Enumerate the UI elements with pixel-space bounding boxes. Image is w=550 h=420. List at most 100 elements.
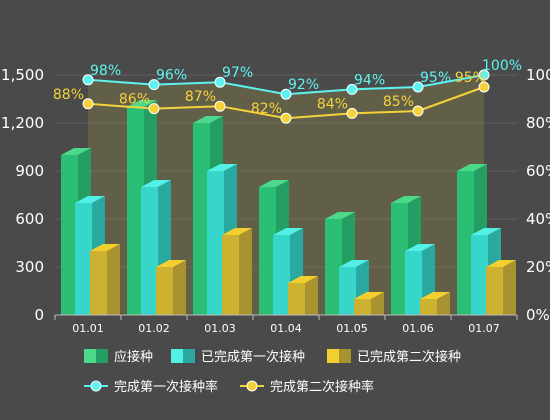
- bar-front: [156, 267, 173, 315]
- bar-front: [90, 251, 107, 315]
- y-right-tick-label: 40%: [526, 210, 550, 228]
- bar-front: [141, 187, 158, 315]
- bar-front: [391, 203, 408, 315]
- bar-top: [61, 148, 91, 155]
- rate-marker: [214, 76, 226, 88]
- rate-label: 82%: [251, 101, 282, 117]
- x-tick-label: 01.06: [402, 322, 434, 335]
- legend-swatch: [171, 349, 183, 363]
- y-left-tick-label: 0: [34, 306, 44, 324]
- rate-label: 87%: [185, 89, 216, 105]
- bar-top: [156, 260, 186, 267]
- x-tick-label: 01.02: [138, 322, 170, 335]
- legend-marker: [246, 380, 258, 392]
- legend-swatch: [339, 349, 351, 363]
- bar-side: [107, 244, 120, 315]
- legend-swatch: [183, 349, 195, 363]
- x-tick-label: 01.01: [72, 322, 104, 335]
- bar-top: [405, 244, 435, 251]
- legend-label: 已完成第二次接种: [357, 349, 461, 365]
- data-labels: 98% 96% 97%92% 94% 95%100%88% 86% 87%82% 84% 85%…: [53, 58, 522, 117]
- x-tick-label: 01.05: [336, 322, 368, 335]
- bar-front: [207, 171, 224, 315]
- bar-front: [75, 203, 92, 315]
- bar-side: [305, 276, 318, 315]
- bar-top: [391, 196, 421, 203]
- rate-label: 95%: [455, 70, 486, 86]
- y-left-tick-label: 900: [15, 162, 44, 180]
- y-left-tick-label: 600: [15, 210, 44, 228]
- bar-top: [325, 212, 355, 219]
- rate-label: 84%: [317, 96, 348, 112]
- rate-label: 95%: [420, 70, 451, 86]
- bar-front: [61, 155, 78, 315]
- rate-marker: [214, 100, 226, 112]
- rate-marker: [478, 69, 490, 81]
- legend-label: 已完成第一次接种: [201, 349, 305, 365]
- bar-top: [193, 116, 223, 123]
- rate-marker: [82, 98, 94, 110]
- bar-front: [420, 299, 437, 315]
- legend-marker: [90, 380, 102, 392]
- legend-label: 应接种: [114, 349, 153, 365]
- x-tick-label: 01.04: [270, 322, 302, 335]
- bar-side: [503, 260, 516, 315]
- bar-top: [288, 276, 318, 283]
- bar-front: [457, 171, 474, 315]
- rate-label: 96%: [156, 68, 187, 84]
- bar-top: [75, 196, 105, 203]
- bar-top: [141, 180, 171, 187]
- legend-swatch: [84, 349, 96, 363]
- bar-front: [405, 251, 422, 315]
- rate-marker: [346, 107, 358, 119]
- y-right-tick-label: 0%: [526, 306, 550, 324]
- bars: [61, 100, 516, 315]
- legend-label: 完成第一次接种率: [114, 379, 218, 395]
- rate-label: 100%: [482, 58, 522, 74]
- bar-front: [222, 235, 239, 315]
- bar-top: [222, 228, 252, 235]
- bar-front: [471, 235, 488, 315]
- rate-marker: [82, 74, 94, 86]
- y-left-tick-label: 300: [15, 258, 44, 276]
- bar-front: [193, 123, 210, 315]
- rate-marker: [346, 83, 358, 95]
- bar-top: [339, 260, 369, 267]
- bar-front: [288, 283, 305, 315]
- bar-side: [437, 292, 450, 315]
- bar-top: [420, 292, 450, 299]
- bar-front: [127, 107, 144, 315]
- bar-front: [273, 235, 290, 315]
- bar-side: [371, 292, 384, 315]
- rate-lines: [82, 69, 490, 124]
- bar-front: [325, 219, 342, 315]
- bar-side: [173, 260, 186, 315]
- rate-marker: [148, 79, 160, 91]
- rate-label: 86%: [119, 92, 150, 108]
- legend-swatch: [96, 349, 108, 363]
- rate-marker: [280, 88, 292, 100]
- x-tick-label: 01.03: [204, 322, 236, 335]
- bar-top: [354, 292, 384, 299]
- legend-label: 完成第二次接种率: [270, 379, 374, 395]
- rate-label: 92%: [288, 77, 319, 93]
- y-right-tick-label: 80%: [526, 114, 550, 132]
- rate-label: 88%: [53, 87, 84, 103]
- bar-top: [273, 228, 303, 235]
- rate-marker: [280, 112, 292, 124]
- y-left-tick-label: 1,500: [1, 66, 44, 84]
- bar-side: [239, 228, 252, 315]
- rate-marker: [412, 81, 424, 93]
- bar-top: [471, 228, 501, 235]
- bar-front: [486, 267, 503, 315]
- bar-top: [207, 164, 237, 171]
- bar-top: [486, 260, 516, 267]
- rate-marker: [478, 81, 490, 93]
- y-right-tick-label: 100%: [526, 66, 550, 84]
- x-tick-label: 01.07: [468, 322, 500, 335]
- bar-top: [90, 244, 120, 251]
- rate-label: 97%: [222, 65, 253, 81]
- bar-top: [259, 180, 289, 187]
